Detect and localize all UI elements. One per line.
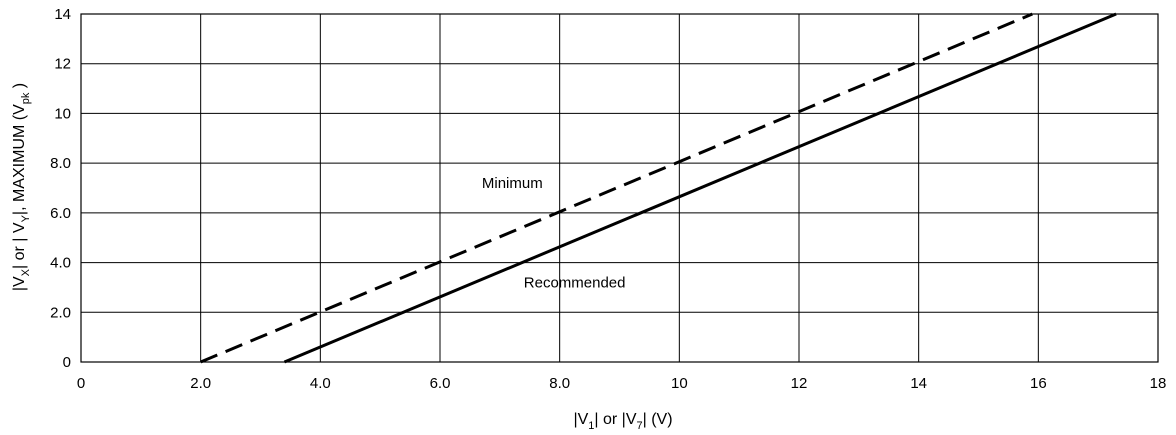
x-axis-label: |V1| or |V7| (V)	[573, 411, 672, 432]
y-tick-label: 4.0	[50, 255, 71, 272]
series-layer	[200, 12, 1117, 364]
series-label-recommended: Recommended	[524, 274, 626, 291]
series-label-minimum: Minimum	[482, 175, 543, 192]
y-tick-label: 2.0	[50, 304, 71, 321]
plot-frame	[80, 13, 1159, 363]
x-tick-label: 0	[77, 375, 85, 392]
y-tick-label: 10	[54, 105, 71, 122]
tick-labels: 0 2.0 4.0 6.0 8.0 10 12 14 16 18 0 2.0 4.0 6.0 8.0 10 12…	[50, 6, 1166, 392]
x-tick-label: 14	[910, 375, 927, 392]
y-tick-label: 6.0	[50, 205, 71, 222]
y-axis-label: |VX| or | VY|, MAXIMUM (Vpk )	[11, 83, 32, 291]
x-tick-label: 16	[1030, 375, 1047, 392]
annotations: Minimum Recommended	[482, 175, 626, 291]
y-tick-label: 12	[54, 56, 71, 73]
y-tick-label: 14	[54, 6, 71, 23]
x-tick-label: 12	[791, 375, 808, 392]
y-tick-label: 0	[63, 354, 71, 371]
x-tick-label: 18	[1150, 375, 1167, 392]
x-tick-label: 8.0	[549, 375, 570, 392]
x-tick-label: 10	[671, 375, 688, 392]
x-tick-label: 6.0	[430, 375, 451, 392]
series-line-minimum	[200, 12, 1033, 364]
grid	[81, 14, 1158, 362]
series-line-recommended	[283, 12, 1117, 364]
x-tick-label: 4.0	[310, 375, 331, 392]
y-tick-label: 8.0	[50, 155, 71, 172]
x-tick-label: 2.0	[190, 375, 211, 392]
